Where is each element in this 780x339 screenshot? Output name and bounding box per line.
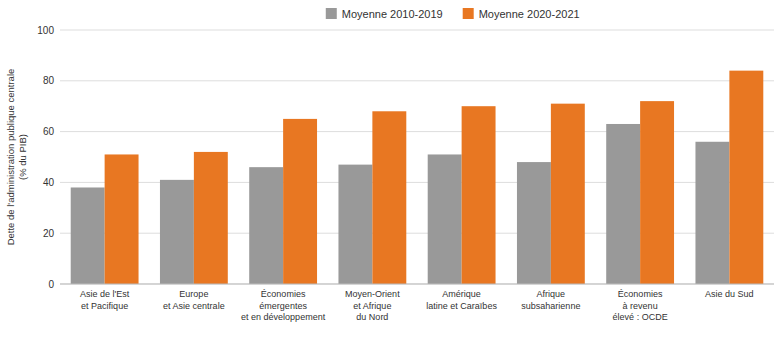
bar <box>194 152 228 284</box>
x-tick-label: Europeet Asie centrale <box>163 289 225 311</box>
x-tick-label: Économiesémergenteset en développement <box>241 289 326 322</box>
bar <box>283 119 317 284</box>
y-tick-label: 0 <box>48 279 54 290</box>
grid-line <box>60 284 774 285</box>
legend-label: Moyenne 2010-2019 <box>342 8 443 20</box>
bar <box>71 187 105 284</box>
y-tick-label: 80 <box>43 75 55 86</box>
bar <box>695 142 729 284</box>
x-axis-line <box>60 284 774 285</box>
y-tick-label: 40 <box>43 177 55 188</box>
bar <box>249 167 283 284</box>
x-tick-label: Amériquelatine et Caraïbes <box>426 289 497 311</box>
grid <box>60 30 774 284</box>
legend-swatch <box>463 8 474 19</box>
bar <box>160 180 194 284</box>
x-tick-label: Asie de l'Estet Pacifique <box>80 289 130 311</box>
y-axis-label: Dette de l'administration publique centr… <box>5 69 28 246</box>
bar <box>105 154 139 284</box>
legend: Moyenne 2010-2019 Moyenne 2020-2021 <box>326 8 580 20</box>
y-tick-label: 60 <box>43 126 55 137</box>
bar <box>551 104 585 284</box>
legend-item: Moyenne 2020-2021 <box>463 8 580 20</box>
bar <box>640 101 674 284</box>
x-tick-label: Économiesà revenuélevé : OCDE <box>613 289 668 322</box>
y-tick-label: 20 <box>43 228 55 239</box>
bar <box>517 162 551 284</box>
grid-line <box>60 30 774 31</box>
grid-line <box>60 80 774 81</box>
x-tick-label: Asie du Sud <box>705 289 754 299</box>
legend-label: Moyenne 2020-2021 <box>479 8 580 20</box>
x-tick-label: Moyen-Orientet Afriquedu Nord <box>345 289 400 322</box>
chart-container: 0 20 40 60 80 100 Asie de l'Estet Pacifique Eur… <box>0 0 780 339</box>
legend-swatch <box>326 8 337 19</box>
bar <box>372 111 406 284</box>
y-tick-label: 100 <box>37 25 54 36</box>
x-tick-label: Afriquesubsaharienne <box>521 289 580 311</box>
bar <box>462 106 496 284</box>
bar <box>606 124 640 284</box>
bar <box>729 71 763 284</box>
chart: 0 20 40 60 80 100 Asie de l'Estet Pacifique Eur… <box>0 0 780 339</box>
bar <box>338 165 372 284</box>
bars <box>71 71 764 284</box>
legend-item: Moyenne 2010-2019 <box>326 8 443 20</box>
bar <box>428 154 462 284</box>
